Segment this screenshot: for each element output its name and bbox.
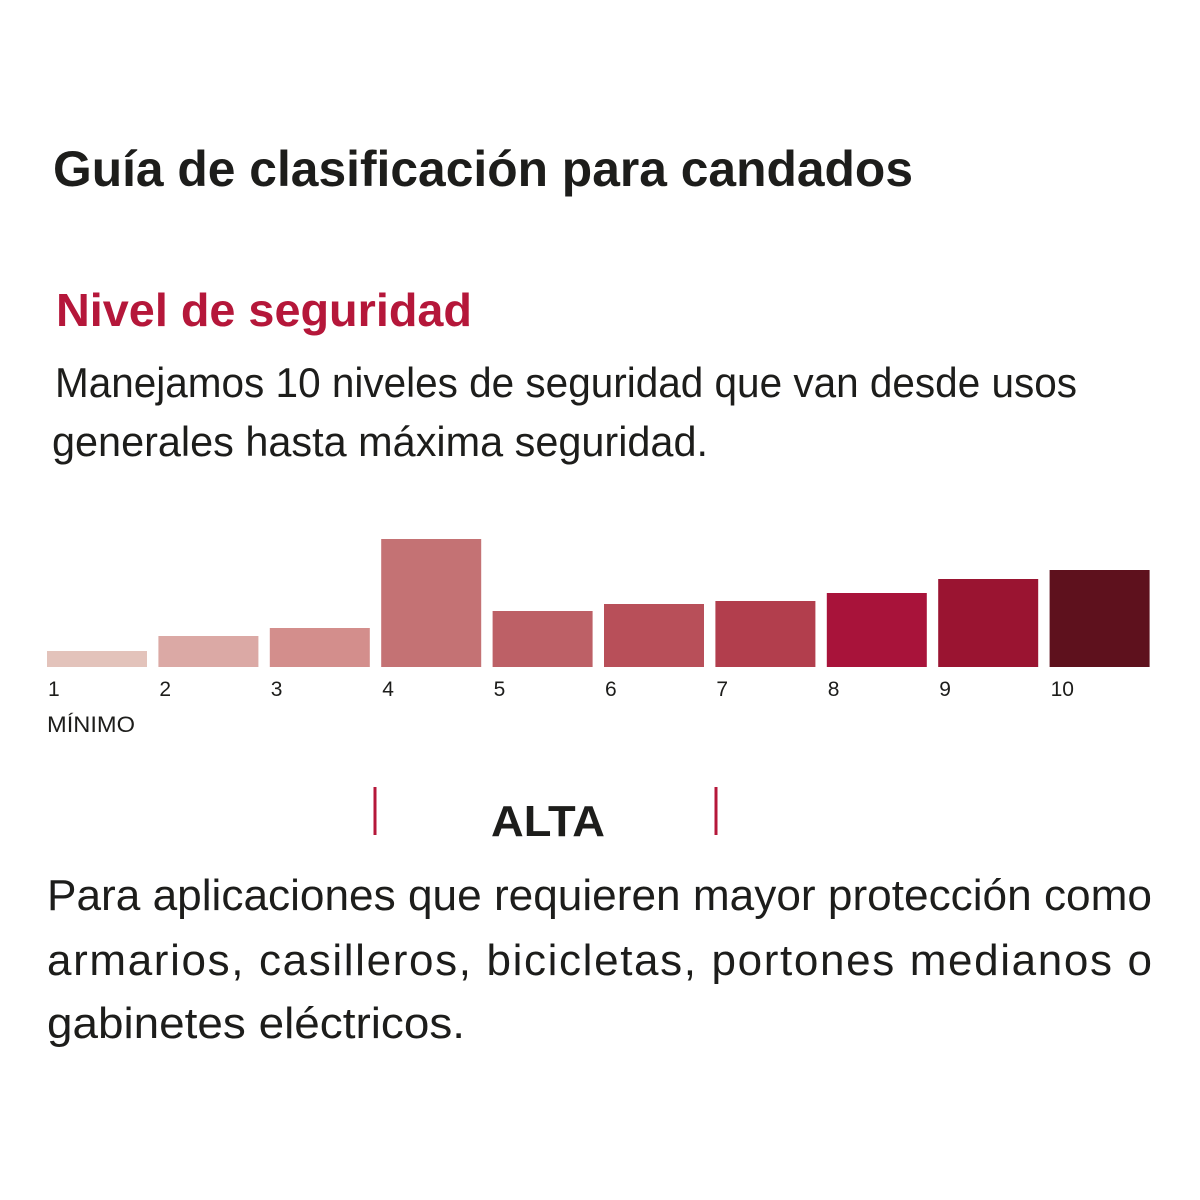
bar: [604, 604, 704, 667]
bar: [381, 539, 482, 667]
level-label: ALTA: [491, 797, 605, 846]
description-line: Manejamos 10 niveles de seguridad que va…: [55, 359, 1077, 406]
paragraph-line: armarios, casilleros, bicicletas, porton…: [47, 936, 1152, 985]
bar: [826, 593, 927, 667]
x-tick-label: 5: [494, 678, 506, 701]
bar: [715, 601, 816, 667]
x-tick-label: 4: [382, 678, 394, 701]
title: Guía de clasificación para candados: [53, 141, 913, 197]
paragraph-line: gabinetes eléctricos.: [47, 999, 465, 1048]
x-tick-label: 10: [1051, 678, 1074, 701]
bar: [938, 579, 1039, 667]
bar: [1049, 570, 1150, 667]
x-tick-label: 6: [605, 678, 617, 701]
bar: [492, 611, 593, 667]
paragraph-line: Para aplicaciones que requieren mayor pr…: [47, 871, 1152, 920]
min-label: MÍNIMO: [47, 712, 135, 737]
x-tick-label: 2: [159, 678, 171, 701]
x-tick-label: 9: [939, 678, 951, 701]
x-tick-label: 8: [828, 678, 840, 701]
x-tick-label: 3: [271, 678, 283, 701]
bar: [158, 636, 259, 667]
description-line: generales hasta máxima seguridad.: [52, 418, 708, 465]
x-tick-label: 1: [48, 678, 60, 701]
subtitle: Nivel de seguridad: [56, 284, 472, 336]
x-tick-label: 7: [716, 678, 728, 701]
bar: [47, 651, 147, 667]
bar: [269, 628, 370, 667]
